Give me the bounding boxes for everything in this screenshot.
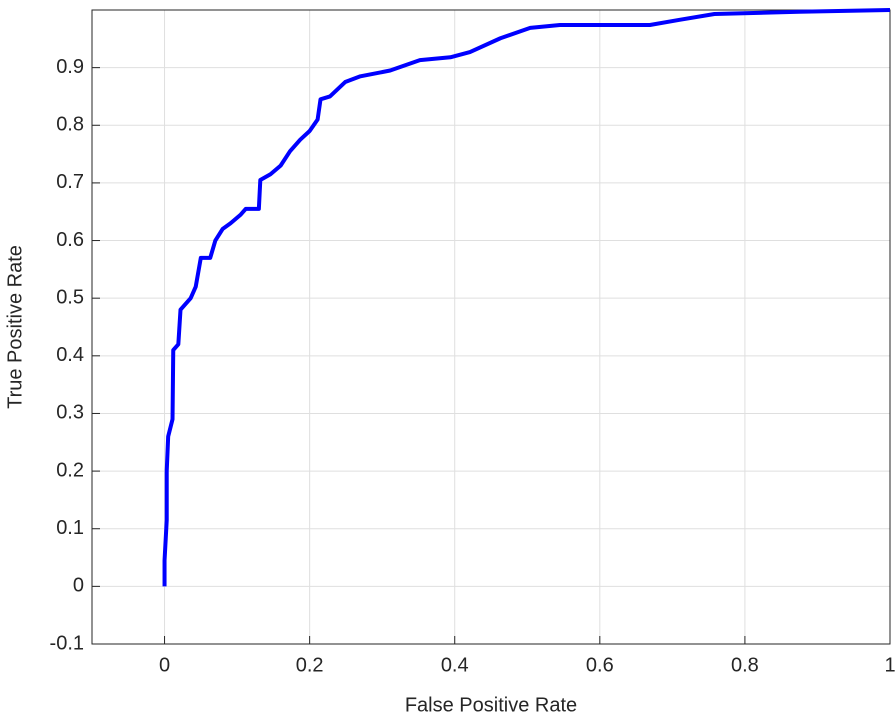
y-tick-label: 0.4	[56, 344, 84, 366]
x-tick-label: 0.2	[296, 654, 324, 676]
y-tick-label: 0.6	[56, 229, 84, 251]
x-tick-label: 0.6	[586, 654, 614, 676]
roc-curve	[162, 8, 891, 587]
y-tick-label: 0	[73, 575, 84, 597]
y-tick-label: 0.7	[56, 171, 84, 193]
x-tick-label: 1	[884, 654, 895, 676]
y-tick-label: 0.1	[56, 517, 84, 539]
x-tick-label: 0.4	[441, 654, 469, 676]
x-axis-label: False Positive Rate	[405, 694, 577, 716]
x-tick-label: 0	[159, 654, 170, 676]
y-tick-label: 0.8	[56, 114, 84, 136]
x-tick-label: 0.8	[731, 654, 759, 676]
y-tick-label: 0.9	[56, 56, 84, 78]
y-tick-label: -0.1	[50, 632, 84, 654]
y-tick-label: 0.5	[56, 286, 84, 308]
y-axis-label: True Positive Rate	[4, 245, 26, 409]
plot-frame	[91, 9, 891, 645]
plot-area	[92, 10, 890, 644]
y-tick-label: 0.3	[56, 402, 84, 424]
y-tick-label: 0.2	[56, 459, 84, 481]
